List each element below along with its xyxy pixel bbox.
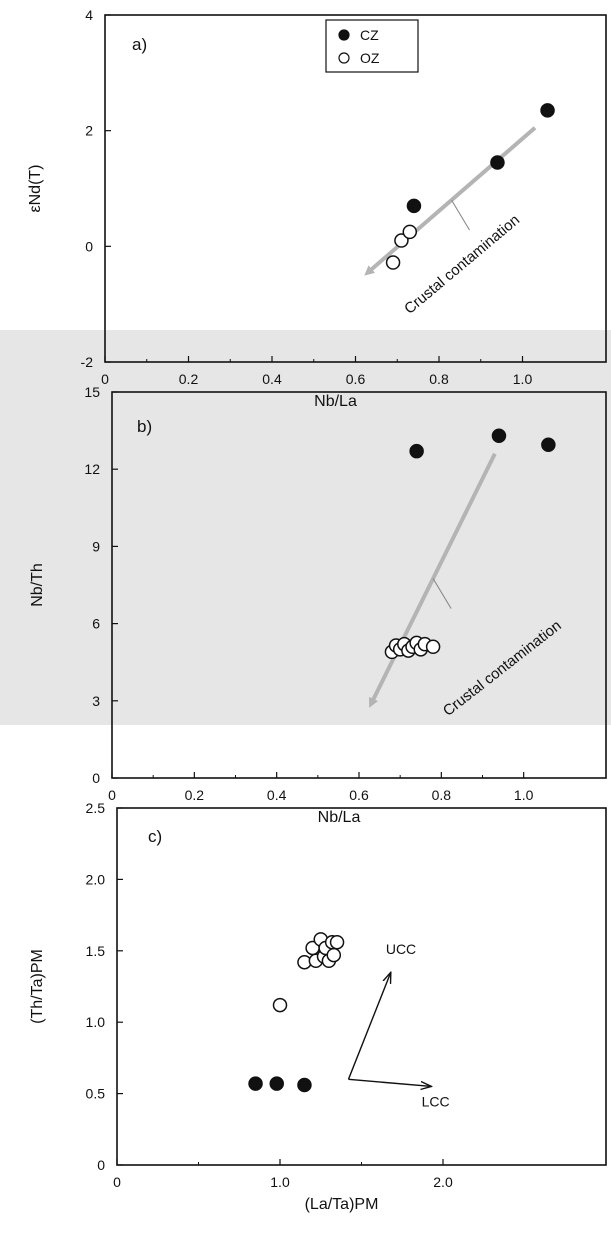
x-tick-label: 1.0 [270,1174,290,1190]
y-tick-label: 1.0 [86,1014,106,1030]
oz-point [385,255,401,270]
y-axis-label: Nb/Th [29,563,46,607]
x-axis-label: (La/Ta)PM [305,1196,379,1213]
cz-point [269,1076,284,1091]
vector-label: LCC [422,1093,450,1109]
legend-cz-marker [338,29,350,41]
panel-label: c) [148,827,162,846]
cz-point [541,437,556,453]
y-tick-label: 1.5 [86,943,106,959]
panel-label: b) [137,417,152,436]
y-tick-label: 3 [92,693,100,709]
y-tick-label: 4 [85,7,93,23]
x-tick-label: 0.4 [262,371,282,387]
x-tick-label: 1.0 [513,371,533,387]
x-tick-label: 0.2 [179,371,199,387]
x-tick-label: 0.6 [349,787,369,803]
y-tick-label: 9 [92,538,100,554]
oz-point [272,997,288,1013]
x-tick-label: 0 [113,1174,121,1190]
y-tick-label: 12 [84,461,100,477]
legend-oz-label: OZ [360,50,380,66]
oz-point [394,233,409,248]
x-tick-label: 0 [101,371,109,387]
vector-label: UCC [386,941,416,957]
legend-oz-marker [338,52,350,64]
x-axis-label: Nb/La [318,809,361,826]
y-axis-label: (Th/Ta)PM [29,949,46,1024]
y-tick-label: 2 [85,123,93,139]
annotation-leader [432,578,452,609]
annotation-leader [451,199,470,231]
y-tick-label: 0.5 [86,1086,106,1102]
x-axis-label: Nb/La [314,393,357,410]
vector-ucc [347,972,390,1080]
oz-point [329,934,345,950]
x-tick-label: 1.0 [514,787,534,803]
y-tick-label: 2.0 [86,871,106,887]
x-tick-label: 0.2 [185,787,205,803]
cz-point [297,1077,312,1093]
y-tick-label: 0 [97,1157,105,1173]
oz-point [425,639,441,655]
y-tick-label: 0 [85,238,93,254]
legend-cz-label: CZ [360,27,379,43]
x-tick-label: 0.8 [432,787,452,803]
cz-point [248,1076,263,1091]
background-band [0,330,611,725]
oz-point [402,224,418,240]
cz-point [491,428,507,443]
cz-point [409,443,424,459]
cz-point [540,103,555,118]
cz-point [406,198,422,214]
x-tick-label: 2.0 [433,1174,453,1190]
y-tick-label: 0 [92,770,100,786]
x-tick-label: 0.6 [346,371,366,387]
y-axis-label: εNd(T) [27,164,44,212]
x-tick-label: 0 [108,787,116,803]
plot-frame [116,807,607,1166]
y-tick-label: 15 [84,384,100,400]
panel-c: 0 1.0 2.0 0 0.5 1.0 1.5 2.0 2.5 (La/Ta)PM (Th/Ta)P… [29,800,607,1213]
panel-label: a) [132,35,147,54]
oz-point [326,947,342,963]
y-tick-label: 6 [92,616,100,632]
vector-lcc [348,1078,431,1086]
cz-point [490,155,505,170]
y-tick-label: 2.5 [86,800,106,816]
x-tick-label: 0.4 [267,787,287,803]
x-tick-label: 0.8 [429,371,449,387]
y-tick-label: -2 [81,354,94,370]
legend-box [325,19,419,73]
